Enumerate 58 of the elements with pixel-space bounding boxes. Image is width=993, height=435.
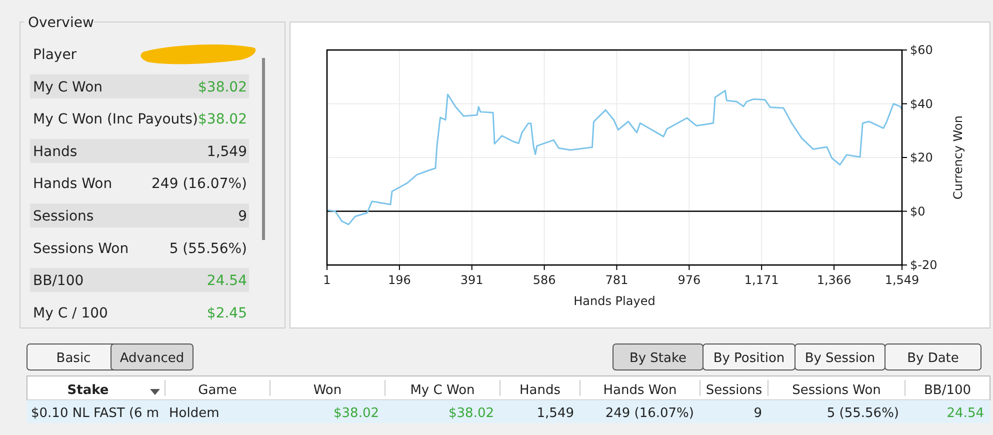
category-label: BB/100 bbox=[924, 383, 972, 398]
x-tick-label: 1,171 bbox=[744, 273, 779, 287]
y-tick-label: $0 bbox=[910, 204, 926, 218]
y-tick-label: $20 bbox=[910, 150, 933, 164]
text: 9 bbox=[754, 406, 762, 421]
y-tick-label: $40 bbox=[910, 96, 933, 111]
text: By Position bbox=[713, 351, 785, 366]
text: $38.02 bbox=[448, 406, 494, 421]
category-label: Sessions bbox=[706, 383, 762, 398]
text: Basic bbox=[56, 351, 91, 366]
text: By Stake bbox=[629, 351, 687, 366]
y-tick-label: $-20 bbox=[910, 258, 938, 272]
category-label: Hands Won bbox=[33, 176, 112, 192]
category-label: My C Won (Inc Payouts) bbox=[33, 112, 198, 128]
text: 1,549 bbox=[536, 406, 574, 421]
category-label: My C / 100 bbox=[33, 305, 108, 322]
category-label: BB/100 bbox=[33, 273, 84, 290]
y-axis-title: Currency Won bbox=[951, 116, 965, 200]
text: By Session bbox=[804, 351, 876, 366]
text: $0.10 NL FAST (6 m bbox=[31, 406, 160, 421]
category-label: Player bbox=[33, 47, 77, 63]
x-tick-label: 1,549 bbox=[884, 273, 920, 287]
text: 24.54 bbox=[946, 406, 984, 421]
category-label: Won bbox=[313, 383, 342, 398]
text: 249 (16.07%) bbox=[605, 406, 694, 421]
category-label: My C Won bbox=[410, 383, 475, 398]
text: Overview bbox=[28, 15, 94, 31]
text: 9 bbox=[238, 208, 247, 224]
text: Holdem bbox=[169, 406, 220, 421]
category-label: Sessions Won bbox=[792, 383, 881, 398]
category-label: Hands Won bbox=[603, 383, 677, 398]
y-tick-label: $60 bbox=[910, 43, 933, 57]
text: Advanced bbox=[120, 351, 184, 366]
x-axis-title: Hands Played bbox=[574, 294, 656, 308]
category-label: Sessions Won bbox=[33, 240, 129, 257]
text: 5 (55.56%) bbox=[826, 406, 899, 421]
x-tick-label: 391 bbox=[460, 273, 484, 287]
text: $38.02 bbox=[198, 79, 247, 96]
category-label: Sessions bbox=[33, 208, 94, 224]
text: 249 (16.07%) bbox=[152, 176, 247, 192]
category-label: Hands bbox=[519, 383, 561, 398]
text: 5 (55.56%) bbox=[169, 240, 247, 257]
x-tick-label: 976 bbox=[678, 273, 701, 287]
category-label: Hands bbox=[33, 144, 78, 160]
text: 1,549 bbox=[206, 144, 247, 160]
x-tick-label: 781 bbox=[605, 273, 628, 287]
text: $38.02 bbox=[198, 112, 247, 128]
text: $2.45 bbox=[206, 305, 247, 322]
x-tick-label: 1,366 bbox=[816, 273, 852, 287]
x-tick-label: 586 bbox=[532, 273, 556, 287]
x-tick-label: 196 bbox=[388, 273, 411, 287]
text: By Date bbox=[907, 351, 959, 366]
category-label: My C Won bbox=[33, 79, 103, 96]
text: 24.54 bbox=[206, 273, 247, 290]
category-label: Game bbox=[198, 383, 237, 398]
x-tick-label: 1 bbox=[323, 273, 331, 287]
category-label: Stake bbox=[67, 383, 109, 398]
text: $38.02 bbox=[334, 406, 379, 421]
